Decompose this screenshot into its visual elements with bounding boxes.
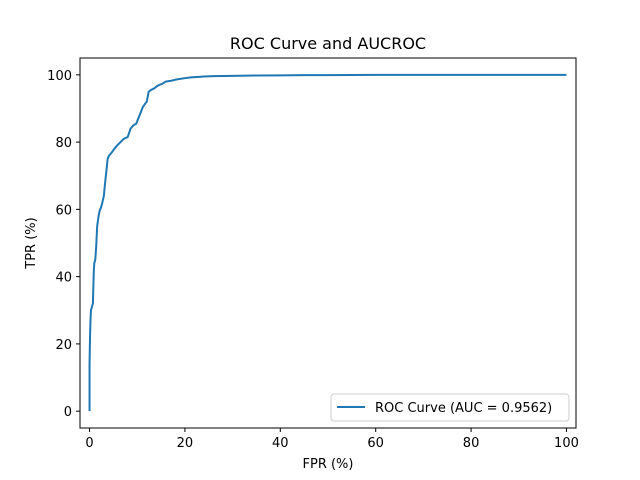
x-tick-label: 60: [367, 436, 384, 451]
x-axis: 0 20 40 60 80 100: [85, 428, 579, 451]
chart-title: ROC Curve and AUCROC: [230, 34, 426, 53]
x-tick-label: 40: [272, 436, 289, 451]
legend: ROC Curve (AUC = 0.9562): [330, 393, 570, 422]
x-tick-label: 0: [85, 436, 93, 451]
axes-frame: [79, 57, 577, 429]
series-line-0: [88, 73, 567, 412]
legend-box: [330, 393, 570, 422]
y-tick-label: 0: [64, 405, 72, 420]
y-tick-label: 100: [47, 69, 72, 84]
x-axis-label: FPR (%): [303, 457, 354, 472]
y-tick-label: 80: [55, 136, 72, 151]
plot-area: [88, 73, 567, 412]
x-tick-label: 100: [554, 436, 579, 451]
legend-label: ROC Curve (AUC = 0.9562): [375, 401, 552, 416]
y-tick-label: 40: [55, 271, 72, 286]
x-tick-label: 20: [177, 436, 194, 451]
y-axis: 0 20 40 60 80 100: [47, 69, 80, 420]
y-tick-label: 20: [55, 338, 72, 353]
x-tick-label: 80: [463, 436, 480, 451]
y-axis-label: TPR (%): [24, 217, 39, 269]
y-tick-label: 60: [55, 203, 72, 218]
